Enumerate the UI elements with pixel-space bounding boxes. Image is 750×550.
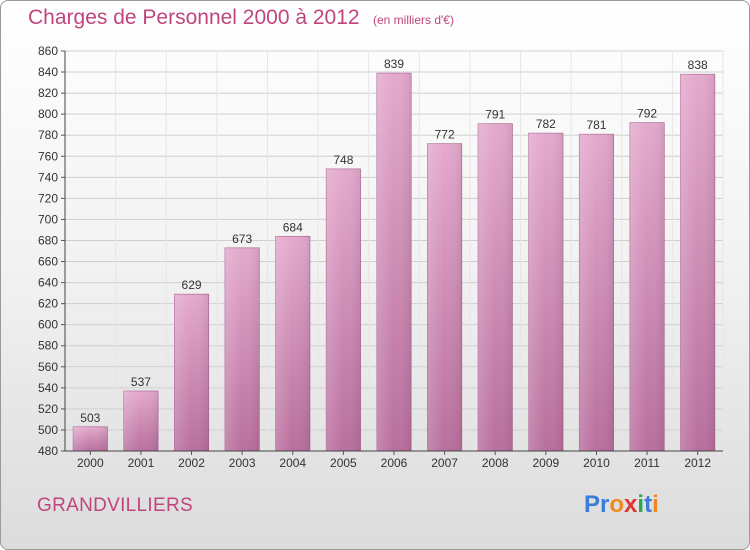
- data-label: 684: [283, 220, 303, 234]
- axes: 480 500 520 540 560 580 600 620 640 660 680 700 720 7…: [38, 44, 723, 470]
- y-tick-label: 580: [38, 339, 58, 353]
- x-tick-label: 2007: [431, 456, 458, 470]
- y-tick-label: 480: [38, 444, 58, 458]
- y-tick-label: 720: [38, 191, 58, 205]
- y-tick-label: 760: [38, 149, 58, 163]
- data-label: 629: [182, 278, 202, 292]
- x-tick-label: 2006: [381, 456, 408, 470]
- x-tick-label: 2008: [482, 456, 509, 470]
- y-tick-label: 680: [38, 233, 58, 247]
- x-tick-label: 2012: [684, 456, 711, 470]
- y-tick-label: 620: [38, 297, 58, 311]
- bar-shade: [427, 143, 462, 451]
- data-label: 748: [333, 153, 353, 167]
- bar-shade: [224, 247, 260, 451]
- data-label: 791: [485, 108, 505, 122]
- y-tick-label: 780: [38, 128, 58, 142]
- bar-shade: [326, 168, 361, 452]
- data-label: 782: [536, 117, 556, 131]
- x-tick-label: 2000: [77, 456, 104, 470]
- bar-shade: [629, 122, 665, 451]
- y-tick-label: 840: [38, 65, 58, 79]
- place-name: GRANDVILLIERS: [37, 495, 193, 516]
- logo-letter: x: [624, 491, 638, 518]
- logo-letter: i: [652, 491, 659, 518]
- bar-shade: [579, 134, 614, 451]
- x-tick-label: 2002: [178, 456, 205, 470]
- x-tick-label: 2005: [330, 456, 357, 470]
- x-tick-label: 2001: [128, 456, 155, 470]
- logo-letter: P: [584, 491, 601, 518]
- y-tick-label: 820: [38, 86, 58, 100]
- bar-shade: [376, 73, 412, 452]
- bar-shade: [123, 391, 159, 451]
- data-label: 838: [688, 58, 708, 72]
- y-tick-label: 600: [38, 318, 58, 332]
- chart-title: Charges de Personnel 2000 à 2012: [28, 6, 360, 29]
- x-tick-label: 2010: [583, 456, 610, 470]
- y-tick-label: 500: [38, 423, 58, 437]
- y-tick-label: 640: [38, 276, 58, 290]
- y-tick-label: 800: [38, 107, 58, 121]
- data-label: 772: [435, 128, 455, 142]
- y-tick-label: 540: [38, 381, 58, 395]
- data-labels: 503 537 629 673 684 748 839 772 791 782 781 792 838: [80, 57, 708, 425]
- unit-note: (en milliers d'€): [373, 13, 454, 27]
- bars: [72, 72, 716, 452]
- y-tick-label: 520: [38, 402, 58, 416]
- logo-letter: o: [609, 491, 625, 518]
- proxiti-logo: Proxiti: [584, 491, 659, 519]
- bar-shade: [528, 133, 564, 451]
- y-tick-label: 700: [38, 212, 58, 226]
- x-tick-label: 2004: [279, 456, 306, 470]
- data-label: 503: [80, 411, 100, 425]
- data-label: 673: [232, 232, 252, 246]
- logo-letter: i: [637, 491, 645, 518]
- logo-letter: r: [600, 491, 610, 518]
- data-label: 839: [384, 57, 404, 71]
- bar-shade: [275, 236, 310, 451]
- bar-shade: [478, 123, 513, 451]
- y-tick-label: 740: [38, 170, 58, 184]
- bar-shade: [174, 294, 209, 451]
- bar-shade: [680, 74, 715, 451]
- y-tick-label: 660: [38, 255, 58, 269]
- x-tick-label: 2003: [229, 456, 256, 470]
- data-label: 537: [131, 375, 151, 389]
- x-tick-label: 2009: [532, 456, 559, 470]
- y-tick-label: 560: [38, 360, 58, 374]
- x-tick-label: 2011: [634, 456, 660, 470]
- bar-shade: [73, 426, 108, 451]
- data-label: 792: [637, 107, 657, 121]
- data-label: 781: [586, 118, 606, 132]
- logo-letter: t: [644, 491, 653, 518]
- y-tick-label: 860: [38, 44, 58, 58]
